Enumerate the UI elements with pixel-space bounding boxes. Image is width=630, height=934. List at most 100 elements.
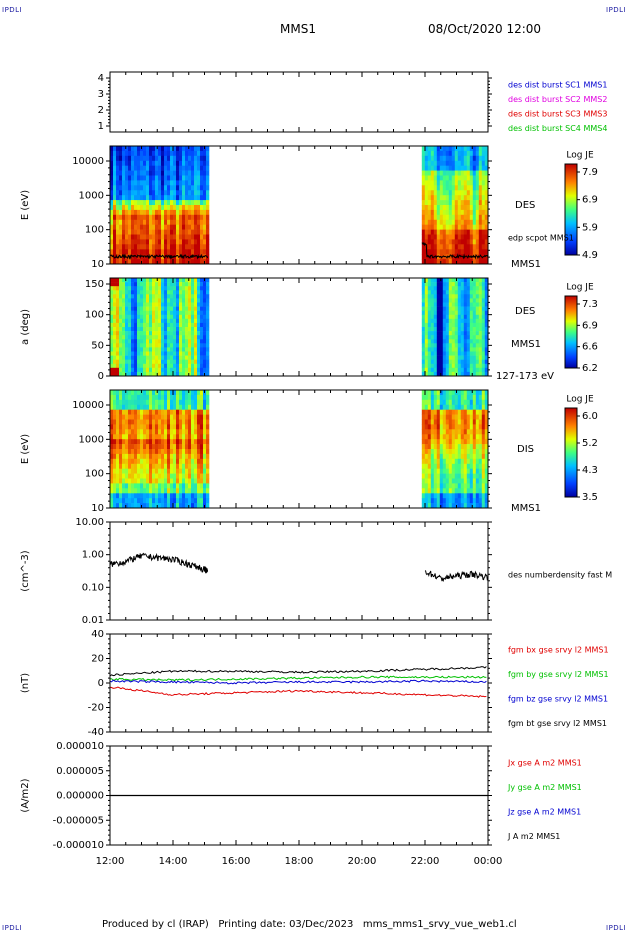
xtick-label: 20:00 bbox=[348, 856, 377, 867]
heat-cell bbox=[170, 424, 174, 430]
heat-cell bbox=[149, 339, 153, 344]
p7-ytick-label: -0.000010 bbox=[53, 840, 104, 851]
heat-cell bbox=[433, 444, 438, 450]
heat-cell bbox=[481, 219, 486, 226]
heat-cell bbox=[478, 239, 483, 245]
heat-cell bbox=[197, 314, 201, 320]
heat-cell bbox=[439, 290, 444, 295]
heat-cell bbox=[191, 146, 195, 152]
heat-cell bbox=[122, 453, 126, 460]
heat-cell bbox=[436, 286, 441, 291]
heat-cell bbox=[188, 394, 192, 401]
heat-cell bbox=[439, 229, 444, 235]
heat-cell bbox=[484, 355, 489, 360]
heat-cell bbox=[179, 290, 183, 295]
heat-cell bbox=[463, 493, 468, 499]
heat-cell bbox=[137, 488, 141, 494]
heat-cell bbox=[134, 278, 138, 283]
heat-cell bbox=[466, 318, 471, 324]
heat-cell bbox=[472, 290, 477, 295]
heat-cell bbox=[433, 155, 438, 162]
heat-cell bbox=[155, 414, 159, 420]
heat-cell bbox=[185, 219, 189, 226]
heat-cell bbox=[206, 294, 210, 299]
heat-cell bbox=[436, 234, 441, 240]
heat-cell bbox=[131, 165, 135, 171]
heat-cell bbox=[113, 259, 117, 265]
heat-cell bbox=[188, 371, 192, 377]
heat-cell bbox=[164, 503, 168, 509]
heat-cell bbox=[155, 488, 159, 494]
heat-cell bbox=[113, 294, 117, 299]
heat-cell bbox=[194, 409, 198, 415]
heat-cell bbox=[131, 239, 135, 245]
heat-cell bbox=[433, 327, 438, 332]
heat-cell bbox=[451, 286, 456, 291]
heat-cell bbox=[469, 234, 474, 240]
heat-cell bbox=[206, 449, 210, 455]
heat-cell bbox=[113, 478, 117, 484]
heat-cell bbox=[481, 322, 486, 328]
heat-cell bbox=[173, 180, 177, 186]
heat-cell bbox=[134, 180, 138, 186]
heat-cell bbox=[469, 322, 474, 328]
heat-cell bbox=[421, 399, 426, 406]
heat-cell bbox=[155, 150, 159, 157]
heat-cell bbox=[152, 468, 156, 474]
heat-cell bbox=[448, 229, 453, 235]
heat-cell bbox=[454, 175, 459, 181]
heat-cell bbox=[424, 347, 429, 352]
heat-cell bbox=[421, 318, 426, 324]
heat-cell bbox=[478, 294, 483, 299]
heat-cell bbox=[137, 444, 141, 450]
heat-cell bbox=[173, 306, 177, 311]
heat-cell bbox=[203, 298, 207, 303]
heat-cell bbox=[188, 302, 192, 307]
heat-cell bbox=[128, 458, 132, 465]
heat-cell bbox=[158, 310, 162, 316]
heat-cell bbox=[128, 165, 132, 171]
heat-cell bbox=[170, 175, 174, 181]
heat-cell bbox=[161, 214, 165, 221]
heat-cell bbox=[119, 219, 123, 226]
heat-cell bbox=[475, 355, 480, 360]
p4-under-label: MMS1 bbox=[511, 503, 541, 514]
heat-cell bbox=[152, 249, 156, 255]
heat-cell bbox=[445, 468, 450, 474]
heat-cell bbox=[143, 165, 147, 171]
heat-cell bbox=[203, 414, 207, 420]
heat-cell bbox=[173, 434, 177, 440]
heat-cell bbox=[122, 478, 126, 484]
heat-cell bbox=[179, 419, 183, 425]
heat-cell bbox=[194, 259, 198, 265]
heat-cell bbox=[463, 498, 468, 504]
heat-cell bbox=[140, 239, 144, 245]
heat-cell bbox=[173, 343, 177, 348]
heat-cell bbox=[155, 224, 159, 230]
heat-cell bbox=[149, 180, 153, 186]
heat-cell bbox=[194, 414, 198, 420]
heat-cell bbox=[179, 314, 183, 320]
heat-cell bbox=[125, 473, 129, 479]
heat-cell bbox=[113, 404, 117, 411]
heat-cell bbox=[128, 185, 132, 191]
heat-cell bbox=[122, 463, 126, 470]
heat-cell bbox=[436, 190, 441, 196]
heat-cell bbox=[110, 414, 114, 420]
heat-cell bbox=[116, 449, 120, 455]
heat-cell bbox=[125, 259, 129, 265]
heat-cell bbox=[119, 347, 123, 352]
heat-cell bbox=[110, 180, 114, 186]
heat-cell bbox=[427, 439, 432, 445]
heat-cell bbox=[430, 290, 435, 295]
heat-cell bbox=[427, 483, 432, 489]
heat-cell bbox=[182, 439, 186, 445]
heat-cell bbox=[433, 298, 438, 303]
heat-cell bbox=[110, 483, 114, 489]
heat-cell bbox=[436, 498, 441, 504]
heat-cell bbox=[167, 434, 171, 440]
heat-cell bbox=[206, 488, 210, 494]
heat-cell bbox=[445, 160, 450, 167]
heat-cell bbox=[188, 449, 192, 455]
heat-cell bbox=[481, 286, 486, 291]
